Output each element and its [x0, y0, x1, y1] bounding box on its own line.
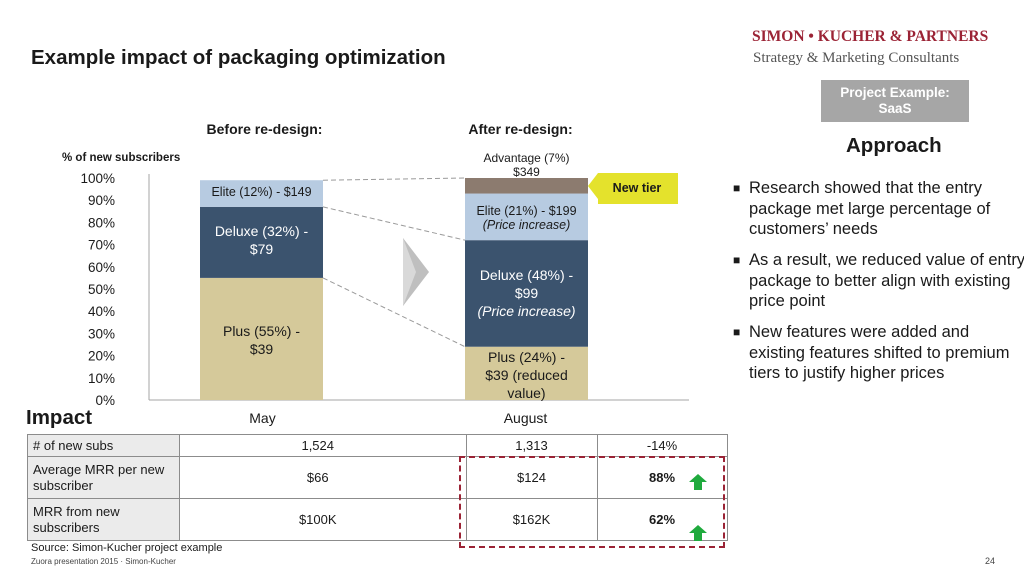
page-number: 24 [985, 556, 996, 566]
project-badge-line1: Project Example: [840, 85, 950, 100]
table-gap [455, 434, 466, 457]
up-arrow-icon [689, 474, 707, 490]
bar-segment-advantage [465, 178, 588, 194]
change-value: 62% [596, 498, 728, 541]
bar-segment-deluxe [465, 240, 588, 347]
highlight-dashed-box [459, 456, 725, 548]
bar-segment-label: Plus (55%) - [223, 323, 300, 339]
may-value: 1,524 [179, 434, 456, 457]
bar-segment-label: (Price increase) [483, 218, 571, 232]
company-logo-tagline: Strategy & Marketing Consultants [753, 50, 960, 66]
change-value: 88% [596, 456, 728, 499]
may-value: $100K [179, 498, 456, 541]
bar-segment-plus [200, 277, 323, 400]
table-row: Average MRR per new subscriber $66 $124 … [27, 456, 728, 499]
bar-segment-plus [465, 346, 588, 400]
chevron-right-highlight [403, 238, 416, 306]
up-arrow-icon [689, 525, 707, 541]
approach-bullet: ■ Research showed that the entry package … [733, 178, 1024, 240]
y-tick-label: 50% [88, 282, 115, 297]
advantage-label: Advantage (7%) [483, 151, 569, 165]
may-value: $66 [179, 456, 456, 499]
connector-line [322, 206, 466, 241]
approach-bullet-text: As a result, we reduced value of entry p… [749, 251, 1024, 310]
bullet-square-icon: ■ [733, 253, 741, 267]
page-title: Example impact of packaging optimization [31, 46, 446, 69]
up-arrow-shape [689, 474, 707, 490]
company-logo-name: SIMON • KUCHER & PARTNERS [752, 28, 989, 45]
source-note: Source: Simon-Kucher project example [31, 542, 223, 554]
bar-segment-label: $39 (reduced [485, 367, 568, 383]
change-value: -14% [596, 434, 728, 457]
bar-segment-label: Deluxe (32%) - [215, 223, 309, 239]
category-header: After re-design: [468, 121, 572, 137]
y-tick-label: 40% [88, 304, 115, 319]
y-tick-label: 100% [80, 171, 115, 186]
y-axis-label: % of new subscribers [62, 152, 180, 164]
bar-segment-label: Deluxe (48%) - [480, 267, 574, 283]
impact-heading: Impact [26, 406, 93, 429]
y-tick-label: 10% [88, 371, 115, 386]
project-example-badge: Project Example: SaaS [821, 80, 969, 122]
august-value: $162K [465, 498, 597, 541]
x-tick-label: May [249, 410, 275, 426]
y-tick-label: 90% [88, 193, 115, 208]
connector-line [322, 177, 466, 181]
approach-bullet-text: Research showed that the entry package m… [749, 179, 991, 238]
y-tick-label: 60% [88, 260, 115, 275]
x-tick-label: August [504, 410, 548, 426]
new-tier-callout [588, 173, 678, 204]
approach-bullet: ■ As a result, we reduced value of entry … [733, 250, 1024, 312]
advantage-price-label: $349 [513, 165, 540, 179]
y-tick-label: 0% [95, 393, 115, 408]
bullet-square-icon: ■ [733, 325, 741, 339]
connector-line [322, 277, 466, 348]
row-label: Average MRR per new subscriber [27, 456, 180, 499]
bar-segment-label: Elite (21%) - $199 [476, 204, 576, 218]
bar-segment-label: Plus (24%) - [488, 349, 565, 365]
bar-segment-deluxe [200, 206, 323, 278]
row-label: # of new subs [27, 434, 180, 457]
stacked-bar-chart: % of new subscribers 0% 10% 20% 30% 40% 50% 60%… [62, 121, 689, 426]
bar-segment-elite [465, 193, 588, 241]
y-tick-label: 30% [88, 326, 115, 341]
bar-segment-label: $39 [250, 341, 274, 357]
row-label: MRR from new subscribers [27, 498, 180, 541]
table-row: # of new subs 1,524 1,313 -14% [27, 434, 728, 457]
y-tick-label: 20% [88, 349, 115, 364]
august-value: $124 [465, 456, 597, 499]
footer-text: Zuora presentation 2015 · Simon-Kucher [31, 557, 176, 566]
bar-segment-label: Elite (12%) - $149 [211, 185, 311, 199]
bar-segment-label: $99 [515, 285, 539, 301]
approach-bullet-text: New features were added and existing fea… [749, 323, 1010, 382]
bullet-square-icon: ■ [733, 181, 741, 195]
y-tick-label: 70% [88, 238, 115, 253]
bar-segment-label: $79 [250, 241, 274, 257]
august-value: 1,313 [465, 434, 597, 457]
project-badge-line2: SaaS [878, 101, 912, 116]
bar-segment-label: value) [507, 385, 545, 401]
category-header: Before re-design: [207, 121, 323, 137]
bar-segment-label: (Price increase) [477, 303, 575, 319]
impact-table: # of new subs 1,524 1,313 -14% Average M… [27, 434, 728, 541]
approach-heading: Approach [846, 134, 942, 157]
y-tick-label: 80% [88, 215, 115, 230]
approach-bullet: ■ New features were added and existing fe… [733, 322, 1024, 384]
approach-bullet-list: ■ Research showed that the entry package … [733, 178, 1024, 394]
bar-segment-elite [200, 180, 323, 207]
up-arrow-shape [689, 525, 707, 541]
new-tier-label: New tier [613, 181, 662, 195]
table-row: MRR from new subscribers $100K $162K 62% [27, 498, 728, 541]
